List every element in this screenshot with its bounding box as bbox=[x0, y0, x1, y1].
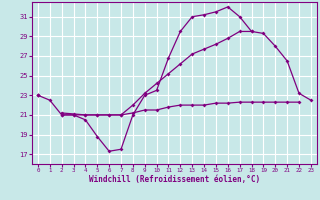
X-axis label: Windchill (Refroidissement éolien,°C): Windchill (Refroidissement éolien,°C) bbox=[89, 175, 260, 184]
